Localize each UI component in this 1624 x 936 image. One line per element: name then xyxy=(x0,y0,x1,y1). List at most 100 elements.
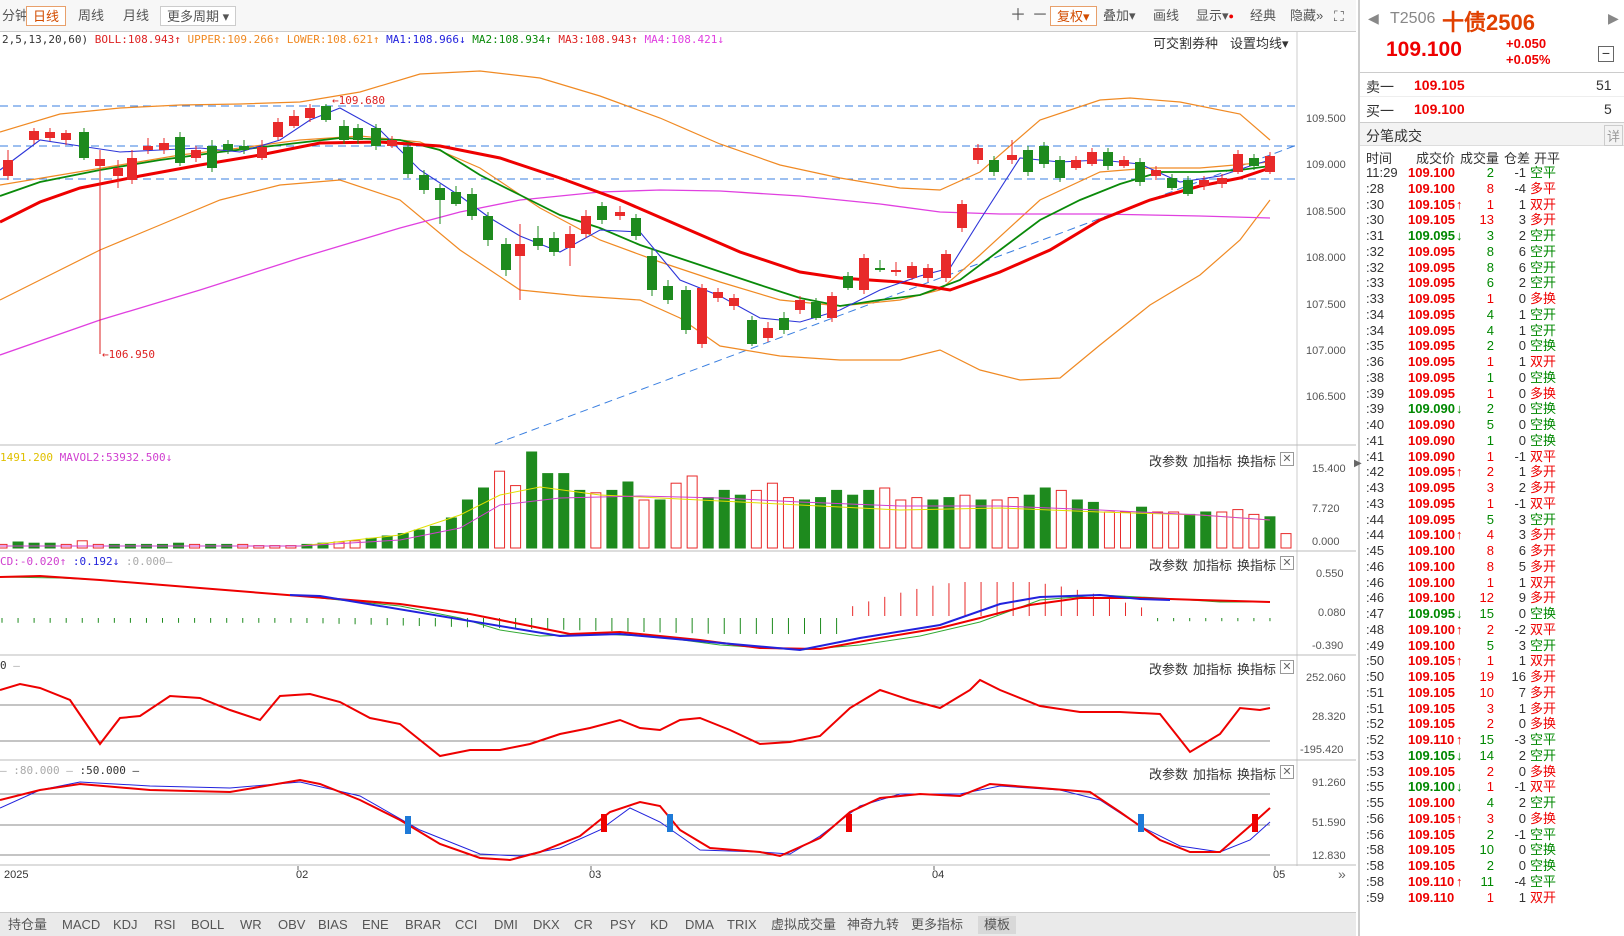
add-indicator-button[interactable]: 加指标 xyxy=(1193,454,1233,469)
tab-more-periods[interactable]: 更多周期 ▾ xyxy=(160,6,237,26)
close-panel-icon[interactable]: ✕ xyxy=(1280,660,1294,674)
arrow-up-icon: ↑ xyxy=(1456,527,1463,543)
tab-cr[interactable]: CR xyxy=(574,917,593,932)
candle-body xyxy=(729,298,739,306)
indicator-ticks: 252.060 28.320 -195.420 xyxy=(1300,672,1346,756)
tab-obv[interactable]: OBV xyxy=(278,917,306,932)
edit-params-button[interactable]: 改参数 xyxy=(1149,767,1189,782)
tick-volume: 2 xyxy=(1486,464,1494,480)
tick-volume: 1 xyxy=(1486,354,1494,369)
collapse-button[interactable]: − xyxy=(1598,46,1614,62)
tick-price: 109.100 xyxy=(1408,637,1455,653)
close-panel-icon[interactable]: ✕ xyxy=(1280,556,1294,570)
tab-rsi[interactable]: RSI xyxy=(154,917,176,932)
svg-text:108.500: 108.500 xyxy=(1306,206,1346,218)
tick-time: :39 xyxy=(1366,401,1385,417)
tab-minute[interactable]: 分钟 xyxy=(2,8,29,23)
tab-dkx[interactable]: DKX xyxy=(533,917,560,932)
tab-magic-nine[interactable]: 神奇九转 xyxy=(847,917,900,932)
tab-kd[interactable]: KD xyxy=(650,917,669,932)
edit-params-button[interactable]: 改参数 xyxy=(1149,558,1189,573)
switch-indicator-button[interactable]: 换指标 xyxy=(1237,558,1277,573)
tab-dma[interactable]: DMA xyxy=(685,917,714,932)
tab-weekly[interactable]: 周线 xyxy=(78,8,105,23)
tab-monthly[interactable]: 月线 xyxy=(123,8,150,23)
scroll-right-icon[interactable]: » xyxy=(1338,866,1346,882)
detail-button[interactable]: 详 xyxy=(1604,125,1624,146)
fullscreen-icon[interactable]: ⛶ xyxy=(1334,8,1344,24)
deliverable-bonds-link[interactable]: 可交割券种 xyxy=(1153,36,1219,51)
zoom-in-button[interactable]: ＋ xyxy=(1010,7,1027,24)
tick-oi-change: 1 xyxy=(1518,354,1526,369)
tab-boll[interactable]: BOLL xyxy=(191,917,225,932)
tick-volume: 5 xyxy=(1486,637,1494,653)
candle-body xyxy=(1233,154,1243,172)
tick-type: 多开 xyxy=(1530,464,1557,480)
trend-line[interactable] xyxy=(494,144,1298,445)
tick-list[interactable]: 11:29 109.100 2 -1 空平:28 109.100 8 -4 多平:30 109.1… xyxy=(1360,165,1624,936)
display-button[interactable]: 显示▾● xyxy=(1196,8,1234,23)
volume-bar xyxy=(1120,511,1131,549)
switch-indicator-button[interactable]: 换指标 xyxy=(1237,454,1277,469)
edit-params-button[interactable]: 改参数 xyxy=(1149,454,1189,469)
hide-button[interactable]: 隐藏» xyxy=(1290,8,1324,23)
chart-canvas[interactable]: ←106.950 ←109.680 109.500 109.000 108.50… xyxy=(0,32,1356,910)
volume-bar xyxy=(686,475,698,549)
zoom-out-button[interactable]: － xyxy=(1032,7,1049,24)
candlestick-series[interactable] xyxy=(3,104,1275,348)
add-indicator-button[interactable]: 加指标 xyxy=(1193,767,1233,782)
candle-body xyxy=(681,290,691,330)
ticks-columns: 时间 成交价 成交量 仓差 开平 xyxy=(1366,151,1561,166)
tick-row: :52 109.110 ↑ 15 -3 空平 xyxy=(1360,732,1622,748)
tab-daily[interactable]: 日线 xyxy=(26,6,67,26)
ask-label: 卖一 xyxy=(1366,79,1394,95)
candle-body xyxy=(1135,162,1145,182)
tick-time: :41 xyxy=(1366,448,1385,464)
tab-more-indicators[interactable]: 更多指标 xyxy=(911,917,964,932)
candle-body xyxy=(565,234,575,248)
tab-ene[interactable]: ENE xyxy=(362,917,389,932)
ma-settings-link[interactable]: 设置均线▾ xyxy=(1230,36,1289,51)
svg-text:-195.420: -195.420 xyxy=(1300,744,1343,756)
tab-bias[interactable]: BIAS xyxy=(318,917,348,932)
next-contract-icon[interactable]: ▶ xyxy=(1608,10,1619,26)
tab-psy[interactable]: PSY xyxy=(610,917,637,932)
switch-indicator-button[interactable]: 换指标 xyxy=(1237,662,1277,677)
tab-macd[interactable]: MACD xyxy=(62,917,101,932)
panel-splitter-icon[interactable]: ▶ xyxy=(1354,458,1362,469)
edit-params-button[interactable]: 改参数 xyxy=(1149,662,1189,677)
classic-button[interactable]: 经典 xyxy=(1250,8,1277,23)
tick-row: :49 109.100 5 3 空开 xyxy=(1360,638,1622,654)
tab-dmi[interactable]: DMI xyxy=(494,917,518,932)
bid-label: 买一 xyxy=(1366,103,1394,119)
close-panel-icon[interactable]: ✕ xyxy=(1280,452,1294,466)
tick-type: 空开 xyxy=(1530,306,1557,322)
prev-contract-icon[interactable]: ◀ xyxy=(1368,10,1379,26)
add-indicator-button[interactable]: 加指标 xyxy=(1193,558,1233,573)
candle-body xyxy=(1071,160,1081,168)
tab-virtual-volume[interactable]: 虚拟成交量 xyxy=(771,917,837,932)
draw-button[interactable]: 画线 xyxy=(1153,8,1180,23)
tick-volume: 1 xyxy=(1486,369,1494,385)
tab-open-interest[interactable]: 持仓量 xyxy=(8,917,48,932)
tab-cci[interactable]: CCI xyxy=(455,917,478,932)
tab-brar[interactable]: BRAR xyxy=(405,917,442,932)
tick-price: 109.105 xyxy=(1408,826,1455,842)
tab-template[interactable]: 模板 xyxy=(978,916,1017,934)
close-panel-icon[interactable]: ✕ xyxy=(1280,765,1294,779)
switch-indicator-button[interactable]: 换指标 xyxy=(1237,767,1277,782)
adjust-button[interactable]: 复权▾ xyxy=(1050,6,1097,26)
volume-bars[interactable] xyxy=(0,451,1292,549)
tick-price: 109.100 xyxy=(1408,590,1455,606)
candle-body xyxy=(127,158,137,180)
overlay-button[interactable]: 叠加▾ xyxy=(1103,8,1136,23)
candle-body xyxy=(1055,160,1065,178)
chevron-down-icon: ▾ xyxy=(1083,9,1090,24)
add-indicator-button[interactable]: 加指标 xyxy=(1193,662,1233,677)
tick-type: 多换 xyxy=(1530,763,1557,779)
tab-kdj[interactable]: KDJ xyxy=(113,917,138,932)
tab-trix[interactable]: TRIX xyxy=(727,917,757,932)
tab-wr[interactable]: WR xyxy=(240,917,262,932)
tick-oi-change: 1 xyxy=(1518,306,1526,322)
tick-type: 空换 xyxy=(1530,842,1557,858)
